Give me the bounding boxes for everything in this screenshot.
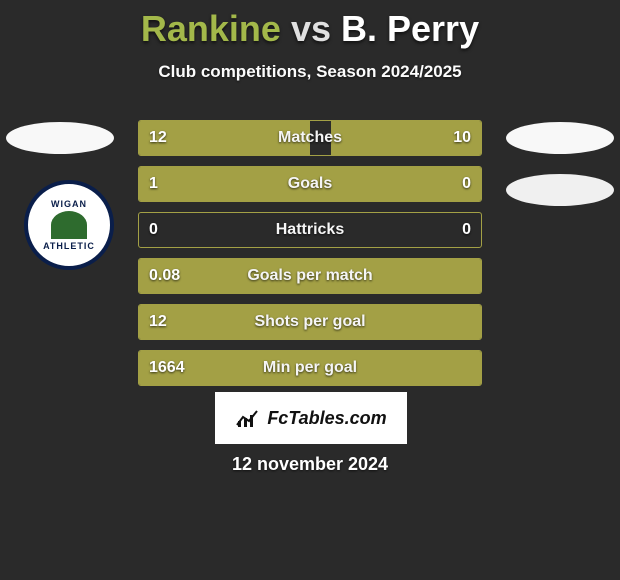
player2-club-placeholder [506,174,614,206]
stat-row-goals: Goals1 0 [138,166,482,202]
stat-row-hattricks: Hattricks0 0 [138,212,482,248]
date-text: 12 november 2024 [0,454,620,475]
value-left: 0.08 [149,259,180,293]
value-right: 10 [453,121,471,155]
logo-text: FcTables.com [267,408,386,429]
badge-top-text: WIGAN [51,199,87,209]
stats-container: Matches1210Goals10Hattricks00Goals per m… [138,120,482,396]
chart-icon [235,407,261,429]
stat-label: Goals per match [139,259,481,293]
comparison-title: Rankine vs B. Perry [0,0,620,50]
stat-row-goals-per-match: Goals per match0.08 [138,258,482,294]
player1-avatar-placeholder [6,122,114,154]
value-left: 1664 [149,351,185,385]
player1-name: Rankine [141,8,281,49]
stat-row-min-per-goal: Min per goal1664 [138,350,482,386]
stat-label: Hattricks [139,213,481,247]
stat-label: Goals [139,167,481,201]
value-left: 0 [149,213,158,247]
player1-club-badge: WIGAN ATHLETIC [24,180,114,270]
vs-text: vs [291,8,331,49]
stat-row-shots-per-goal: Shots per goal12 [138,304,482,340]
player2-avatar-placeholder [506,122,614,154]
value-left: 1 [149,167,158,201]
stat-row-matches: Matches12 10 [138,120,482,156]
stat-label: Matches [139,121,481,155]
value-right: 0 [462,213,471,247]
fctables-logo: FcTables.com [215,392,407,444]
value-right: 0 [462,167,471,201]
stat-label: Min per goal [139,351,481,385]
badge-bottom-text: ATHLETIC [43,241,95,251]
player2-name: B. Perry [341,8,479,49]
badge-tree-icon [51,211,87,239]
value-left: 12 [149,121,167,155]
value-left: 12 [149,305,167,339]
season-subtitle: Club competitions, Season 2024/2025 [0,62,620,82]
stat-label: Shots per goal [139,305,481,339]
